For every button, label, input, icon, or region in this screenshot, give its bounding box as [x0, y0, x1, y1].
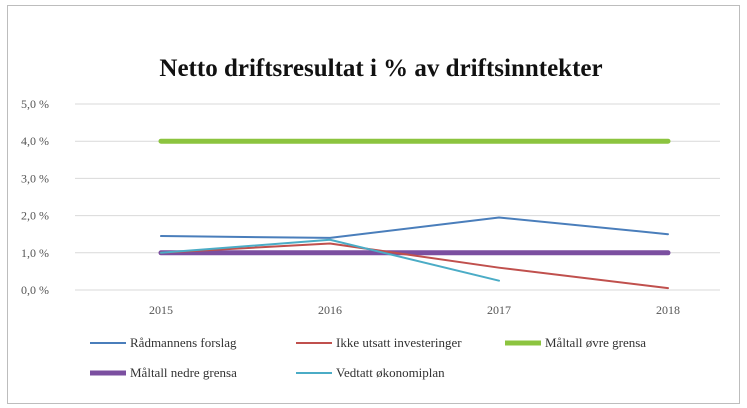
chart-frame: Netto driftsresultat i % av driftsinntek…: [7, 5, 740, 404]
x-tick-label: 2018: [656, 303, 680, 317]
y-tick-label: 1,0 %: [21, 246, 49, 260]
series-lines: [158, 138, 671, 290]
chart-title: Netto driftsresultat i % av driftsinntek…: [159, 55, 602, 82]
x-tick-label: 2015: [149, 303, 173, 317]
legend-label: Ikke utsatt investeringer: [336, 335, 462, 350]
series-line-vedtatt-konomiplan: [160, 238, 500, 282]
legend-label: Vedtatt økonomiplan: [336, 365, 445, 380]
legend: Rådmannens forslag Ikke utsatt investerin…: [90, 335, 646, 380]
series-line-ikke-utsatt-investeringer: [160, 242, 669, 290]
y-axis-ticks: 0,0 % 1,0 % 2,0 % 3,0 % 4,0 % 5,0 %: [21, 97, 49, 297]
y-tick-label: 2,0 %: [21, 209, 49, 223]
gridlines: [75, 103, 720, 291]
legend-label: Rådmannens forslag: [130, 335, 237, 350]
x-tick-label: 2016: [318, 303, 342, 317]
y-tick-label: 0,0 %: [21, 283, 49, 297]
line-chart: Netto driftsresultat i % av driftsinntek…: [21, 55, 720, 380]
y-tick-label: 4,0 %: [21, 134, 49, 148]
y-tick-label: 3,0 %: [21, 171, 49, 185]
series-line-r-dmannens-forslag: [160, 216, 669, 239]
x-tick-label: 2017: [487, 303, 511, 317]
y-tick-label: 5,0 %: [21, 97, 49, 111]
x-axis-ticks: 2015 2016 2017 2018: [149, 303, 680, 317]
legend-label: Måltall øvre grensa: [545, 335, 646, 350]
legend-label: Måltall nedre grensa: [130, 365, 237, 380]
